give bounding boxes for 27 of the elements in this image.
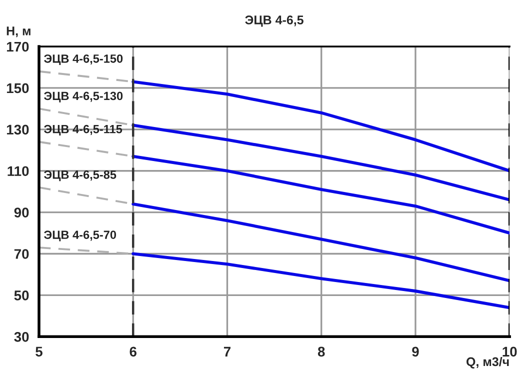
series-label: ЭЦВ 4-6,5-150 xyxy=(44,54,123,66)
series-label: ЭЦВ 4-6,5-85 xyxy=(44,170,116,182)
y-tick-label: 150 xyxy=(6,83,29,94)
series-label: ЭЦВ 4-6,5-115 xyxy=(44,124,122,136)
x-tick-label: 8 xyxy=(318,346,325,357)
line-series xyxy=(132,154,510,235)
series-label: ЭЦВ 4-6,5-70 xyxy=(44,230,116,242)
line-series xyxy=(132,80,510,172)
y-tick-label: 70 xyxy=(14,249,29,259)
y-tick-label: 50 xyxy=(14,290,29,300)
line-series xyxy=(132,252,510,310)
line-series xyxy=(132,124,510,202)
y-tick-label: 170 xyxy=(6,42,29,52)
y-tick-label: 90 xyxy=(14,208,29,218)
x-axis-title: Q, м3/ч xyxy=(466,356,509,368)
y-axis-title: Н, м xyxy=(6,26,30,38)
x-tick-label: 7 xyxy=(224,346,230,356)
line-series xyxy=(132,202,510,282)
series-label: ЭЦВ 4-6,5-130 xyxy=(44,92,123,102)
x-tick-label: 10 xyxy=(502,346,517,357)
y-tick-label: 30 xyxy=(14,332,29,342)
x-tick-label: 6 xyxy=(130,346,136,357)
chart-title: ЭЦВ 4-6,5 xyxy=(245,16,304,27)
x-tick-label: 9 xyxy=(412,346,419,357)
y-tick-label: 110 xyxy=(8,166,29,176)
x-tick-label: 5 xyxy=(36,346,42,357)
y-tick-label: 130 xyxy=(6,124,29,135)
